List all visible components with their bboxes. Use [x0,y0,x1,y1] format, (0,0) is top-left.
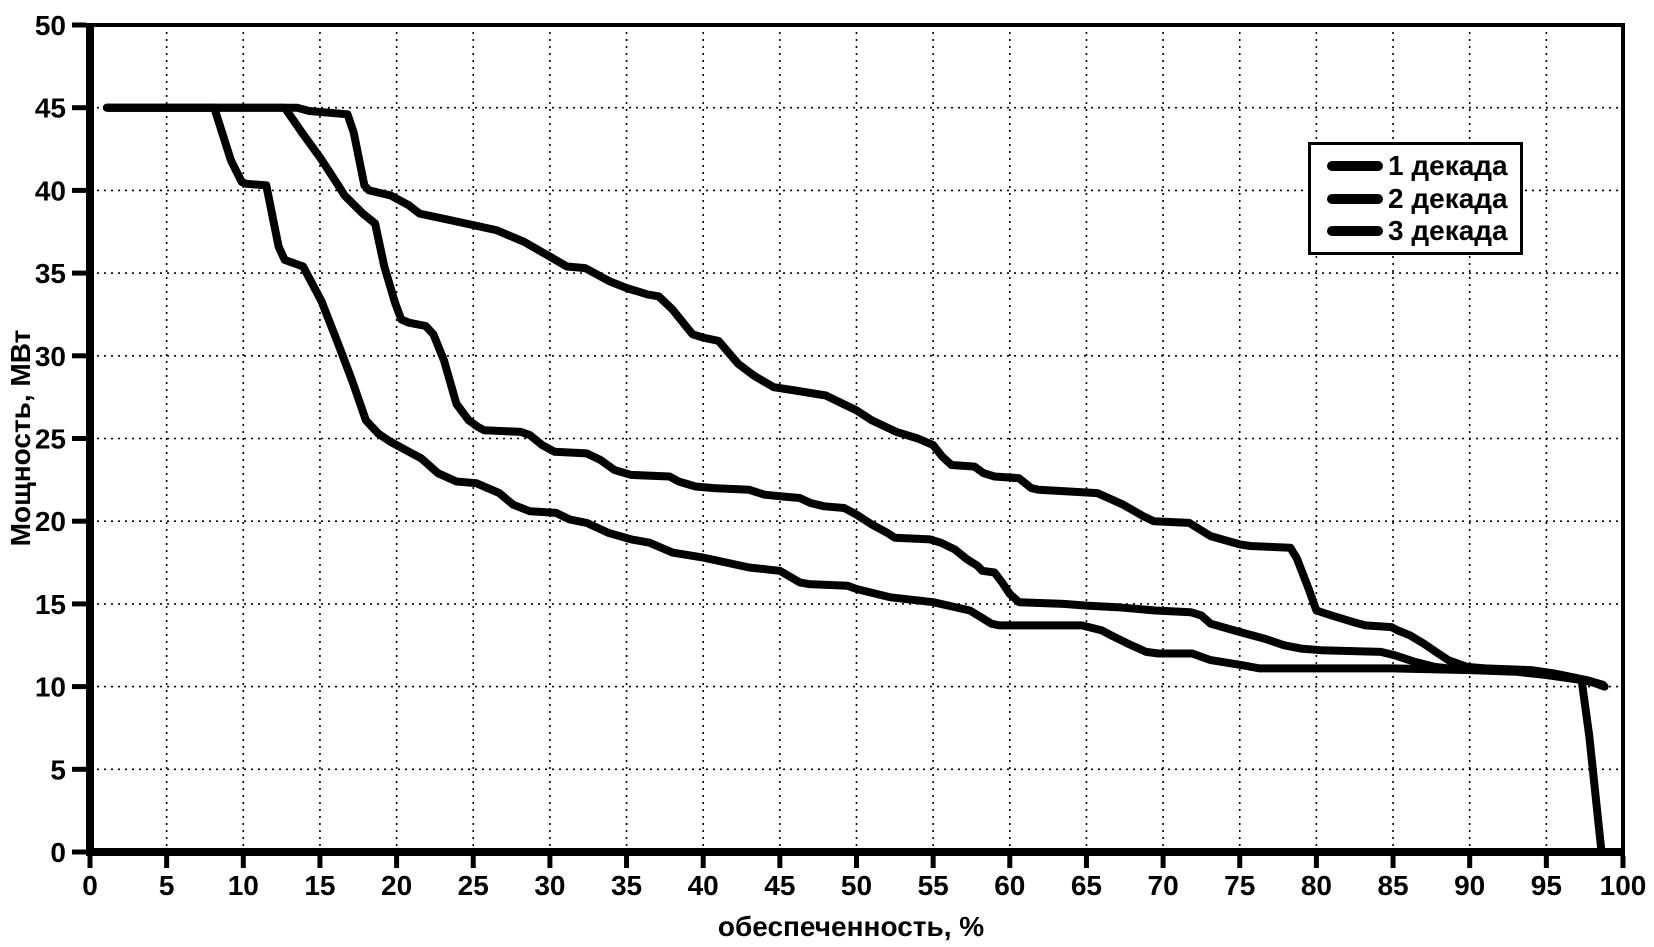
legend-item: 3 декада [1327,214,1516,246]
x-tick [1543,856,1549,868]
x-tick-label: 0 [82,870,98,901]
y-tick [72,601,86,607]
legend-line-swatch [1327,161,1383,172]
y-tick [72,849,86,855]
series-line-2 [102,103,1608,689]
x-tick [1083,856,1089,868]
x-tick [317,856,323,868]
x-tick-label: 60 [994,870,1025,901]
y-axis-title: Мощность, МВт [5,330,36,547]
plot-frame [86,23,1625,856]
x-tick [1620,856,1626,868]
x-tick-label: 90 [1454,870,1485,901]
y-tick [72,353,86,359]
y-tick [72,187,86,193]
y-tick-label: 25 [35,424,66,455]
series-line-1 [102,103,1609,691]
gridlines [90,25,1623,852]
x-tick-label: 30 [534,870,565,901]
x-tick [1313,856,1319,868]
x-tick-label: 10 [228,870,259,901]
y-tick-label: 30 [35,341,66,372]
x-tick [700,856,706,868]
axis-ticks [72,22,1626,868]
legend-item: 1 декада [1327,152,1516,180]
x-tick [547,856,553,868]
x-tick [470,856,476,868]
x-tick [87,856,93,868]
x-tick [930,856,936,868]
x-tick [394,856,400,868]
y-tick-label: 5 [50,754,66,785]
x-tick-label: 5 [159,870,175,901]
x-tick-label: 20 [381,870,412,901]
x-tick [1007,856,1013,868]
x-tick [1390,856,1396,868]
x-tick-label: 70 [1148,870,1179,901]
legend-item: 2 декада [1327,182,1516,214]
x-tick-label: 45 [764,870,795,901]
y-tick-label: 40 [35,175,66,206]
x-tick-label: 25 [458,870,489,901]
x-tick [240,856,246,868]
x-tick [164,856,170,868]
y-tick [72,518,86,524]
x-tick-label: 40 [688,870,719,901]
x-axis-title: обеспеченность, % [718,911,984,942]
y-tick-label: 15 [35,589,66,620]
y-tick [72,436,86,441]
legend-label: 2 декада [1388,182,1508,214]
x-tick [1160,856,1166,868]
x-tick-label: 80 [1301,870,1332,901]
tick-labels: 0 5 10 15 20 25 30 35 40 45 50 55 60 65 70 75 80 85 90 95 10… [35,10,1647,901]
y-tick [72,270,86,276]
x-tick-label: 35 [611,870,642,901]
x-tick-label: 95 [1531,870,1562,901]
x-tick [854,856,859,868]
series-line-3 [102,103,1606,856]
y-tick-label: 35 [35,258,66,289]
x-tick-label: 100 [1600,870,1647,901]
x-tick [1237,856,1243,868]
x-tick [1467,856,1473,868]
legend-label: 1 декада [1388,150,1508,182]
y-tick [72,684,86,690]
x-tick-label: 50 [841,870,872,901]
x-tick [777,856,783,868]
x-tick-label: 55 [918,870,949,901]
y-tick [72,766,86,772]
x-tick [624,856,630,868]
x-tick-label: 15 [304,870,335,901]
y-tick-label: 10 [35,672,66,703]
x-tick-label: 75 [1224,870,1255,901]
x-tick-label: 65 [1071,870,1102,901]
legend-label: 3 декада [1388,214,1508,246]
legend-line-swatch [1327,225,1383,236]
y-tick-label: 50 [35,10,66,41]
y-tick [72,105,86,111]
legend: 1 декада 2 декада 3 декада [1308,142,1523,255]
y-tick [72,22,86,28]
x-tick-label: 85 [1377,870,1408,901]
legend-line-swatch [1327,193,1383,204]
y-tick-label: 20 [35,506,66,537]
y-tick-label: 0 [50,837,66,868]
y-tick-label: 45 [35,93,66,124]
series-lines [102,103,1609,856]
